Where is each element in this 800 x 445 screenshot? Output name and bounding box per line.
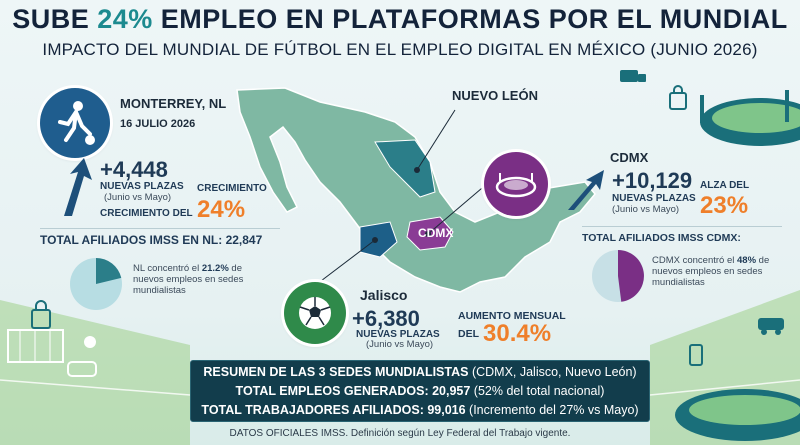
page-subtitle: IMPACTO DEL MUNDIAL DE FÚTBOL EN EL EMPL… — [42, 40, 758, 59]
stadium-bottom-right-icon — [675, 389, 800, 441]
cdmx-share-text: CDMX concentró el 48% de nuevos empleos … — [652, 255, 770, 288]
divider — [40, 228, 280, 229]
shopping-bag-icon — [31, 300, 51, 329]
mexico-map — [236, 87, 596, 293]
delivery-truck-icon — [620, 70, 646, 82]
shopping-bag-right-icon — [669, 85, 687, 110]
summary-title: RESUMEN DE LAS 3 SEDES MUNDIALISTAS (CDM… — [203, 365, 637, 379]
divider — [582, 226, 782, 227]
jalisco-plazas-label: NUEVAS PLAZAS — [356, 329, 440, 340]
nuevo-leon-region — [374, 139, 436, 198]
stadium-top-right-icon — [700, 90, 800, 146]
monterrey-total-label: TOTAL AFILIADOS IMSS EN NL: — [40, 233, 223, 247]
monterrey-growth-prefix: CRECIMIENTO DEL — [100, 208, 193, 219]
jalisco-growth-prefix: DEL — [458, 328, 479, 340]
page-title: SUBE 24% EMPLEO EN PLATAFORMAS POR EL MU… — [12, 4, 788, 34]
cdmx-growth-label: ALZA DEL — [700, 180, 750, 191]
monterrey-plazas-value: +4,448 — [100, 157, 168, 182]
monterrey-city: MONTERREY, NL — [120, 96, 227, 111]
stadium-icon — [484, 152, 548, 216]
cdmx-total-label: TOTAL AFILIADOS IMSS CDMX: — [582, 232, 741, 244]
cdmx-growth-value: 23% — [700, 192, 749, 219]
monterrey-growth-label: CRECIMIENTO — [197, 183, 267, 194]
monterrey-growth-value: 24% — [197, 196, 246, 223]
map-label-cdmx: CDMX — [418, 226, 454, 240]
jalisco-growth-label: AUMENTO MENSUAL — [458, 310, 566, 322]
monterrey-share-text: NL concentró el 21.2% de nuevos empleos … — [133, 263, 244, 296]
monterrey-total: TOTAL AFILIADOS IMSS EN NL: 22,847 — [40, 233, 262, 247]
goal-net-icon — [7, 329, 64, 363]
taxi-icon — [758, 318, 784, 335]
jalisco-plazas-value: +6,380 — [352, 306, 420, 331]
jalisco-region — [359, 221, 398, 258]
car-icon — [67, 361, 97, 377]
cdmx-city: CDMX — [610, 150, 649, 165]
monterrey-total-value: 22,847 — [225, 233, 263, 247]
soccer-ball-icon — [284, 282, 346, 344]
jalisco-growth-value: 30.4% — [483, 320, 552, 347]
jalisco-city: Jalisco — [360, 287, 408, 303]
cdmx-plazas-label: NUEVAS PLAZAS — [612, 193, 696, 204]
soccer-player-icon — [40, 88, 110, 158]
monterrey-share-pie — [70, 258, 122, 310]
monterrey-plazas-note: (Junio vs Mayo) — [104, 192, 172, 203]
summary-line-2: TOTAL TRABAJADORES AFILIADOS: 99,016 (In… — [201, 403, 639, 417]
smartphone-icon — [689, 344, 703, 366]
location-pin-icon — [84, 336, 96, 348]
summary-line-1: TOTAL EMPLEOS GENERADOS: 20,957 (52% del… — [235, 384, 605, 398]
footer-source: DATOS OFICIALES IMSS. Definición según L… — [229, 428, 571, 439]
cdmx-plazas-note: (Junio vs Mayo) — [612, 204, 680, 215]
summary-panel: RESUMEN DE LAS 3 SEDES MUNDIALISTAS (CDM… — [190, 360, 650, 422]
growth-arrow-cdmx-icon — [568, 170, 604, 210]
jalisco-plazas-note: (Junio vs Mayo) — [366, 339, 434, 350]
map-label-nuevo-leon: NUEVO LEÓN — [452, 88, 538, 103]
monterrey-date: 16 JULIO 2026 — [120, 118, 196, 130]
monterrey-plazas-label: NUEVAS PLAZAS — [100, 181, 184, 192]
cdmx-plazas-value: +10,129 — [612, 168, 693, 193]
cdmx-share-pie — [592, 250, 644, 302]
growth-arrow-icon — [64, 158, 92, 216]
